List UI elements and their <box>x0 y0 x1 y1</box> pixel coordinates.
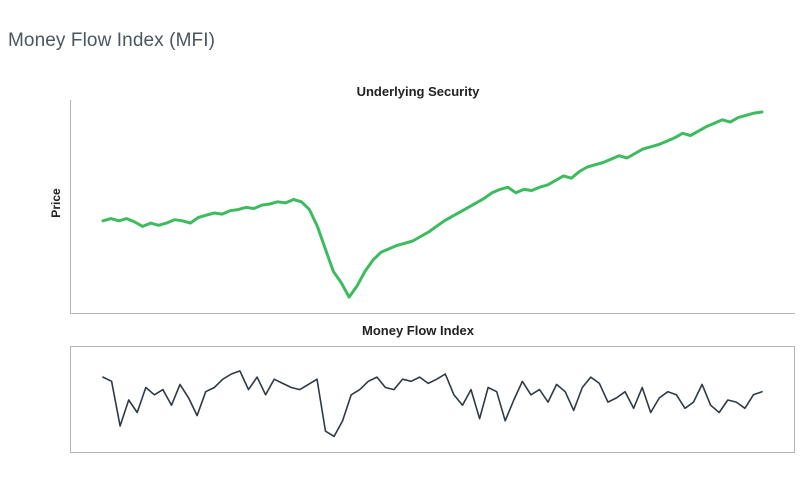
mfi-series <box>102 370 763 438</box>
mfi-line <box>102 370 763 438</box>
mfi-panel-frame <box>70 346 795 453</box>
mfi-chart-title: Money Flow Index <box>362 323 474 338</box>
price-line <box>101 110 764 299</box>
page-title: Money Flow Index (MFI) <box>8 30 216 51</box>
price-series <box>101 110 764 299</box>
price-chart-title: Underlying Security <box>356 84 480 99</box>
